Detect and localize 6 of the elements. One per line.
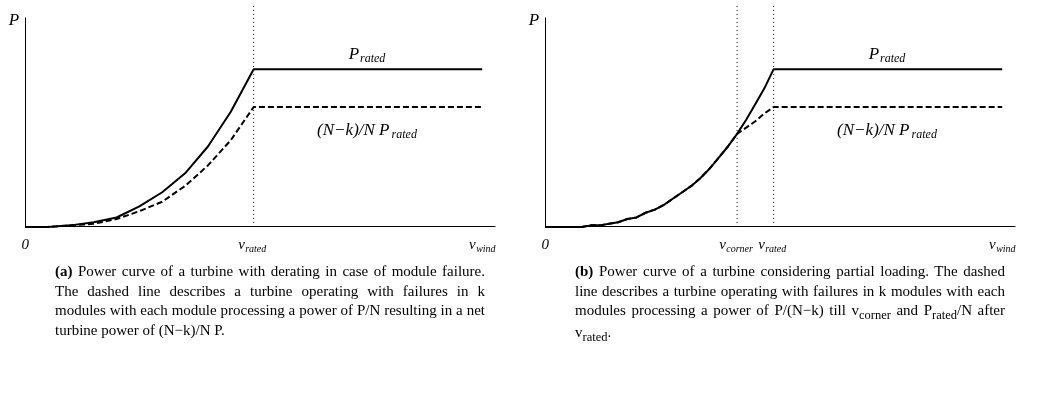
x-tick-label: 0	[541, 235, 550, 252]
text: (b) Power curve of a turbine considering partial loading. The dashed line describes a turbine operating with failures in k modules with each modules processing a power of P/(N−k) till v$_{corner}$ and P$_{rated}$/N after v$_{rated}$.	[575, 263, 1005, 345]
y-axis-title: P	[527, 9, 540, 29]
text: (a) Power curve of a turbine with derating in case of module failure. The dashed line describes a turbine operating with failures in k modules with each module processing a power of P/N resulting in a net turbine power of (N−k)/N P.	[55, 262, 485, 340]
x-tick-label: 0	[21, 235, 30, 252]
y-axis-title: P	[7, 9, 20, 29]
